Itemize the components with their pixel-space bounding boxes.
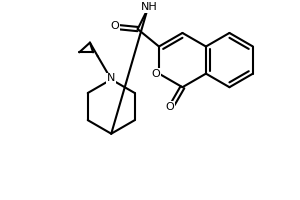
Text: O: O bbox=[166, 102, 174, 112]
Text: N: N bbox=[107, 73, 116, 83]
Text: O: O bbox=[152, 69, 161, 79]
Text: O: O bbox=[110, 21, 119, 31]
Text: NH: NH bbox=[141, 2, 158, 12]
